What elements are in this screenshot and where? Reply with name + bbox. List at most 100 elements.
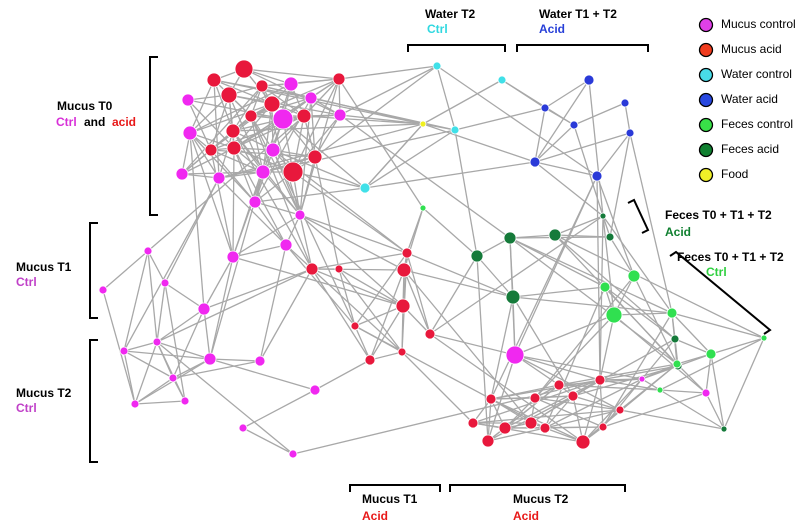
edge <box>629 132 673 314</box>
edge <box>544 409 621 429</box>
edge <box>534 397 604 428</box>
edge <box>156 268 313 343</box>
group-subtitle: Acid <box>513 509 539 523</box>
edge <box>187 99 212 151</box>
edge <box>354 325 546 429</box>
edge <box>102 289 136 405</box>
edge <box>123 350 211 360</box>
edge <box>659 389 725 430</box>
edge <box>710 337 765 355</box>
node <box>182 125 198 141</box>
edge <box>619 363 678 411</box>
edge <box>242 389 316 429</box>
node <box>307 149 323 165</box>
group-subtitle: Acid <box>362 509 388 523</box>
edge <box>602 215 615 316</box>
bracket <box>669 250 772 335</box>
legend: Mucus control Mucus acid Water control Wate… <box>698 17 796 183</box>
edge <box>311 252 408 270</box>
edge <box>554 234 765 339</box>
edge <box>436 65 598 177</box>
node <box>350 321 360 331</box>
node <box>599 212 607 220</box>
node <box>701 388 711 398</box>
edge <box>671 312 765 339</box>
node <box>450 125 460 135</box>
node <box>539 422 551 434</box>
legend-label: Mucus acid <box>721 42 782 56</box>
edge <box>172 360 261 379</box>
node <box>605 232 615 242</box>
bracket <box>407 44 506 52</box>
legend-label: Feces acid <box>721 142 779 156</box>
edge <box>624 102 631 134</box>
nodes <box>98 59 768 459</box>
edge <box>203 268 313 310</box>
edge <box>164 282 186 402</box>
edge <box>254 201 287 246</box>
edge <box>232 171 264 258</box>
edge <box>189 132 235 149</box>
edge <box>599 365 679 381</box>
node <box>359 182 371 194</box>
edge <box>554 215 604 236</box>
node <box>524 416 538 430</box>
edge <box>272 149 366 189</box>
edge <box>422 123 536 163</box>
node <box>248 195 262 209</box>
edge <box>676 363 707 394</box>
node <box>670 334 680 344</box>
node <box>334 264 344 274</box>
node <box>288 449 298 459</box>
edge <box>189 103 273 134</box>
node <box>656 386 664 394</box>
node <box>481 434 495 448</box>
edge <box>243 68 341 116</box>
legend-label: Food <box>721 167 748 181</box>
edge <box>189 94 230 134</box>
edge <box>134 377 174 405</box>
edge <box>134 341 158 405</box>
edge <box>599 215 604 381</box>
node <box>467 417 479 429</box>
node <box>226 250 240 264</box>
edge <box>299 214 408 254</box>
legend-label: Mucus control <box>721 17 796 31</box>
edge <box>339 65 438 116</box>
edge <box>213 79 234 132</box>
edge <box>641 363 678 380</box>
group-subtitle: Acid <box>665 225 691 239</box>
node <box>553 379 565 391</box>
node <box>625 128 635 138</box>
edge <box>641 338 676 380</box>
node <box>599 281 611 293</box>
edge <box>209 358 316 391</box>
edge <box>596 175 635 277</box>
edge <box>147 250 158 343</box>
legend-marker <box>698 17 714 33</box>
edges <box>102 65 765 455</box>
group-title: Feces T0 + T1 + T2 <box>665 208 772 222</box>
edge <box>218 130 234 179</box>
edge <box>573 102 626 126</box>
edge <box>544 79 590 109</box>
edge <box>554 234 611 238</box>
edge <box>602 215 673 314</box>
edge <box>403 207 424 271</box>
edge <box>429 333 584 443</box>
legend-marker <box>698 92 714 108</box>
node <box>529 156 541 168</box>
group-title: Mucus T0 <box>57 99 113 113</box>
edge <box>472 409 621 424</box>
edge <box>619 409 725 430</box>
node <box>497 75 507 85</box>
edge <box>203 308 211 360</box>
edge <box>602 392 707 428</box>
edge <box>338 78 424 209</box>
edge <box>476 255 489 442</box>
legend-marker <box>698 167 714 183</box>
edge <box>609 132 631 238</box>
edge <box>602 378 643 428</box>
edge <box>228 94 341 116</box>
